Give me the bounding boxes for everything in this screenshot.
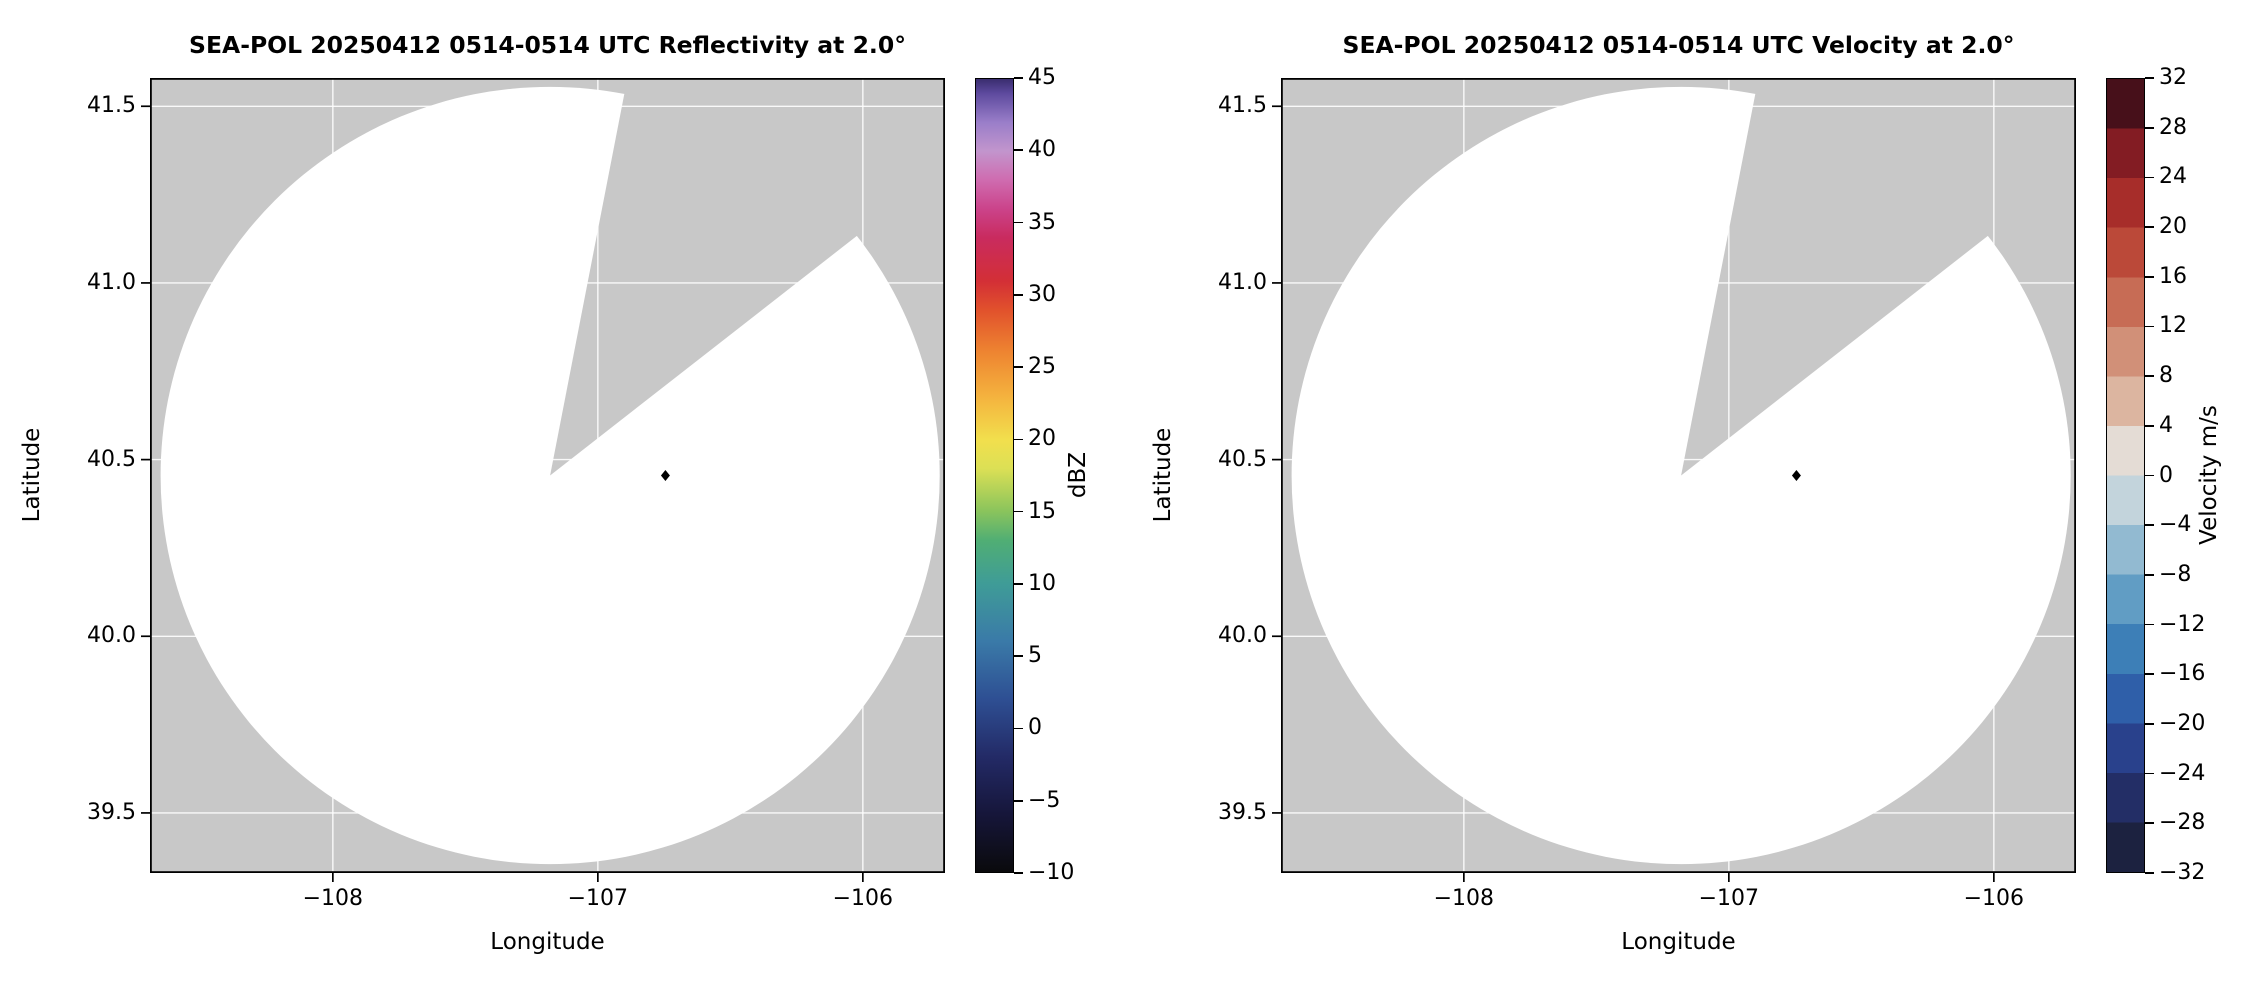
y-tick-label: 40.0 [87, 623, 136, 649]
colorbar-tick-mark [2145, 176, 2154, 179]
velocity-panel: SEA-POL 20250412 0514-0514 UTC Velocity … [1131, 0, 2262, 990]
colorbar-tick-label: −16 [2159, 661, 2206, 687]
colorbar-tick-mark [1014, 221, 1023, 224]
axes-border [149, 77, 946, 874]
x-tick-label: −108 [302, 886, 364, 911]
colorbar-tick-mark [2145, 623, 2154, 626]
colorbar-tick-mark [2145, 772, 2154, 775]
colorbar-tick-label: 15 [1028, 498, 1056, 524]
x-axis-label: Longitude [1621, 929, 1736, 955]
colorbar-tick-mark [1014, 149, 1023, 152]
colorbar-unit-label: Velocity m/s [2196, 405, 2222, 545]
colorbar-unit-label: dBZ [1065, 451, 1091, 499]
colorbar-tick-mark [2145, 375, 2154, 377]
colorbar-tick-mark [1014, 438, 1023, 441]
colorbar-tick-mark [2145, 574, 2154, 576]
colorbar-tick-label: 0 [2159, 462, 2173, 488]
y-tick-label: 40.5 [87, 446, 136, 472]
reflectivity-colorbar [975, 78, 1014, 873]
y-tick-label: 40.5 [1218, 446, 1267, 472]
colorbar-tick-label: 16 [2159, 263, 2187, 289]
colorbar-tick-mark [2145, 822, 2154, 825]
colorbar-tick-label: 35 [1028, 209, 1056, 235]
colorbar-tick-mark [2145, 275, 2154, 278]
colorbar-tick-mark [2145, 126, 2154, 129]
y-tick-label: 39.5 [1218, 799, 1267, 825]
axes-border [1280, 77, 2077, 874]
colorbar-tick-mark [1014, 727, 1023, 730]
colorbar-tick-label: −8 [2159, 561, 2192, 587]
colorbar-tick-label: 10 [1028, 570, 1056, 596]
y-tick-label: 41.0 [87, 269, 136, 295]
colorbar-tick-label: 24 [2159, 164, 2187, 190]
x-tick-label: −107 [567, 886, 629, 911]
y-tick-label: 41.0 [1218, 269, 1267, 295]
colorbar-tick-mark [2145, 77, 2154, 79]
colorbar-tick-mark [1014, 77, 1023, 79]
colorbar-tick-label: −20 [2159, 710, 2206, 736]
colorbar-tick-label: 32 [2159, 65, 2187, 90]
colorbar-tick-mark [1014, 655, 1023, 658]
colorbar-tick-mark [1014, 293, 1023, 296]
colorbar-tick-label: 30 [1028, 281, 1056, 307]
y-tick-label: 40.0 [1218, 623, 1267, 649]
colorbar-tick-label: 12 [2159, 313, 2187, 339]
colorbar-tick-label: −12 [2159, 611, 2206, 637]
colorbar-tick-mark [2145, 524, 2154, 527]
colorbar-tick-label: −24 [2159, 760, 2206, 786]
colorbar-tick-mark [1014, 583, 1023, 585]
reflectivity-title: SEA-POL 20250412 0514-0514 UTC Reflectiv… [189, 31, 906, 59]
colorbar-tick-label: 0 [1028, 715, 1042, 741]
blocked-sector-wedge [1681, 78, 2076, 476]
x-tick-label: −108 [1433, 886, 1495, 911]
colorbar-tick-label: 5 [1028, 643, 1042, 669]
colorbar-tick-mark [1014, 510, 1023, 513]
radar-site-marker [1791, 470, 1801, 481]
colorbar-tick-label: −28 [2159, 810, 2206, 836]
colorbar-tick-label: −10 [1028, 860, 1075, 885]
colorbar-tick-mark [2145, 325, 2154, 328]
x-tick-label: −106 [832, 886, 894, 911]
colorbar-tick-label: −5 [1028, 787, 1061, 813]
colorbar-tick-label: 25 [1028, 354, 1056, 380]
colorbar-tick-label: 20 [2159, 214, 2187, 240]
velocity-title: SEA-POL 20250412 0514-0514 UTC Velocity … [1342, 31, 2015, 59]
y-tick-label: 41.5 [87, 93, 136, 119]
colorbar-tick-mark [2145, 723, 2154, 725]
velocity-colorbar [2106, 78, 2145, 873]
y-tick-label: 41.5 [1218, 93, 1267, 119]
colorbar-tick-mark [2145, 673, 2154, 676]
reflectivity-ppi-plot [141, 77, 946, 882]
colorbar-tick-label: 4 [2159, 412, 2173, 438]
colorbar-tick-mark [1014, 799, 1023, 802]
y-axis-label: Latitude [19, 427, 45, 523]
colorbar-tick-label: 40 [1028, 137, 1056, 163]
radar-site-marker [660, 470, 670, 481]
reflectivity-panel: SEA-POL 20250412 0514-0514 UTC Reflectiv… [19, 31, 1091, 955]
colorbar-tick-label: 8 [2159, 363, 2173, 389]
colorbar-tick-mark [2145, 226, 2154, 228]
y-tick-label: 39.5 [87, 799, 136, 825]
colorbar-tick-mark [1014, 366, 1023, 368]
colorbar-tick-mark [2145, 424, 2154, 427]
colorbar-tick-mark [1014, 872, 1023, 874]
colorbar-tick-label: −32 [2159, 860, 2206, 885]
colorbar-tick-label: −4 [2159, 512, 2192, 538]
colorbar-tick-mark [2145, 474, 2154, 477]
colorbar-tick-mark [2145, 872, 2154, 874]
x-tick-label: −107 [1698, 886, 1760, 911]
x-tick-label: −106 [1963, 886, 2025, 911]
colorbar-tick-label: 45 [1028, 65, 1056, 90]
x-axis-label: Longitude [490, 929, 605, 955]
y-axis-label: Latitude [1150, 427, 1176, 523]
velocity-ppi-plot [1272, 77, 2077, 882]
blocked-sector-wedge [550, 78, 945, 476]
colorbar-tick-label: 20 [1028, 426, 1056, 452]
colorbar-tick-label: 28 [2159, 114, 2187, 140]
